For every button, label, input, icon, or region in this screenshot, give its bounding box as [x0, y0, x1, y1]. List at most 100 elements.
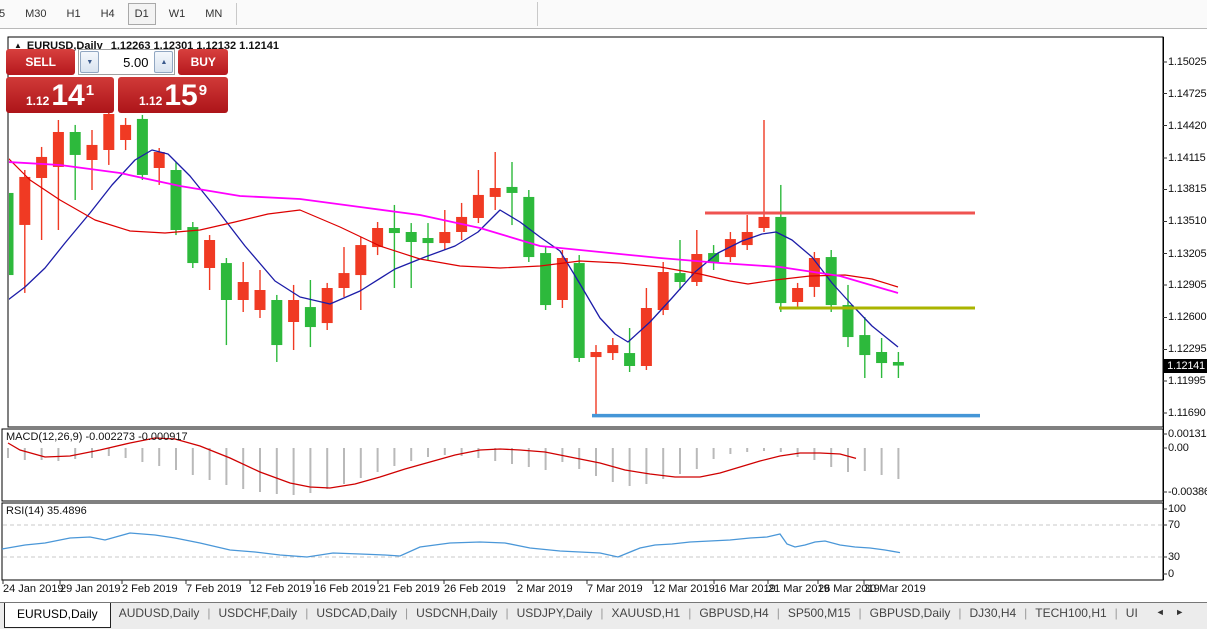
ask-price-button[interactable]: 1.12 15 9: [118, 77, 228, 113]
tab-separator: |: [776, 606, 780, 620]
tab-ui[interactable]: UI: [1125, 606, 1138, 620]
candle-body: [405, 232, 417, 242]
tab-separator: |: [600, 606, 604, 620]
candle-body: [489, 188, 501, 197]
candle-body: [271, 300, 283, 346]
tab-tech100-h1[interactable]: TECH100,H1: [1035, 606, 1107, 620]
candle-body: [321, 288, 333, 324]
candle-body: [640, 308, 652, 366]
candle-body: [237, 282, 249, 300]
candle-body: [187, 227, 199, 264]
candle-body: [506, 186, 518, 193]
candle-body: [540, 253, 552, 306]
tab-eurusd-daily[interactable]: EURUSD,Daily: [4, 603, 111, 628]
sell-button[interactable]: SELL: [6, 49, 76, 75]
candle-body: [204, 240, 216, 268]
candle-body: [624, 353, 636, 366]
tab-usdjpy-daily[interactable]: USDJPY,Daily: [516, 606, 593, 620]
candle-body: [842, 305, 854, 338]
bid-pip-digit: 1: [85, 82, 95, 99]
timeframe-button-mn[interactable]: MN: [205, 8, 223, 20]
candle-body: [388, 228, 400, 234]
candle-body: [372, 228, 384, 248]
candle-body: [607, 345, 619, 354]
toolbar-divider: [537, 2, 538, 26]
candle-body: [556, 258, 568, 300]
one-click-trading-panel: SELL ▼ 5.00 ▲ BUY 1.12 14 1 1.12 15 9: [6, 49, 228, 113]
rsi-layer: [1, 524, 1162, 558]
tab-gbpusd-h4[interactable]: GBPUSD,H4: [699, 606, 769, 620]
tab-usdcnh-daily[interactable]: USDCNH,Daily: [416, 606, 498, 620]
tab-separator: |: [958, 606, 962, 620]
tab-scroll-arrows-icon[interactable]: ◄ ►: [1155, 607, 1189, 617]
candle-body: [472, 194, 484, 218]
candle-body: [170, 170, 182, 230]
timeframe-button-w1[interactable]: W1: [168, 8, 186, 20]
timeframe-button-h1[interactable]: H1: [66, 8, 81, 20]
tab-dj30-h4[interactable]: DJ30,H4: [969, 606, 1017, 620]
timeframe-button-d1[interactable]: D1: [127, 3, 156, 25]
ma-line-fast-blue: [9, 149, 899, 348]
tab-separator: |: [1024, 606, 1028, 620]
macd-signal-line: [7, 437, 857, 489]
candle-body: [338, 273, 350, 288]
volume-increase-icon[interactable]: ▲: [154, 51, 174, 73]
candle-body: [792, 288, 804, 302]
tab-separator: |: [405, 606, 409, 620]
macd-layer: [7, 437, 900, 496]
candle-body: [86, 144, 98, 160]
tab-separator: |: [1114, 606, 1118, 620]
tab-separator: |: [858, 606, 862, 620]
candle-body: [775, 216, 787, 304]
macd-panel: [1, 428, 1164, 502]
symbol-tab-bar: EURUSD,Daily AUDUSD,Daily | USDCHF,Daily | US…: [0, 602, 1207, 629]
candle-body: [674, 273, 686, 282]
candle-body: [69, 132, 81, 155]
timeframe-toolbar: 5 M30 H1 H4 D1 W1 MN: [0, 0, 1207, 29]
candle-body: [254, 290, 266, 310]
candle-body: [120, 124, 132, 140]
tab-separator: |: [688, 606, 692, 620]
tab-sp500-m15[interactable]: SP500,M15: [787, 606, 851, 620]
tab-audusd-daily[interactable]: AUDUSD,Daily: [118, 606, 200, 620]
bid-big-digits: 14: [51, 79, 85, 112]
tab-gbpusd-daily[interactable]: GBPUSD,Daily: [869, 606, 951, 620]
buy-button[interactable]: BUY: [178, 49, 228, 75]
bid-price-button[interactable]: 1.12 14 1: [6, 77, 114, 113]
tab-usdcad-daily[interactable]: USDCAD,Daily: [316, 606, 397, 620]
ask-prefix: 1.12: [138, 94, 163, 108]
candle-body: [859, 335, 871, 356]
timeframe-button-m30[interactable]: M30: [25, 8, 47, 20]
candle-body: [220, 263, 232, 300]
candle-body: [892, 362, 904, 366]
ma-line-slow-magenta: [9, 161, 899, 294]
volume-stepper: ▼ 5.00 ▲: [78, 49, 176, 75]
volume-decrease-icon[interactable]: ▼: [80, 51, 100, 73]
ask-big-digits: 15: [164, 79, 198, 112]
tab-xauusd-h1[interactable]: XAUUSD,H1: [611, 606, 681, 620]
candle-body: [355, 245, 367, 276]
candle-body: [103, 114, 115, 150]
candle-body: [304, 307, 316, 328]
candles-layer: [9, 108, 980, 418]
bid-prefix: 1.12: [25, 94, 50, 108]
candle-body: [136, 118, 148, 175]
candle-body: [9, 192, 14, 276]
candle-body: [691, 254, 703, 282]
candle-body: [573, 263, 585, 358]
candle-body: [153, 152, 165, 168]
candle-body: [523, 196, 535, 258]
candle-body: [422, 238, 434, 244]
timeframe-button-h4[interactable]: H4: [100, 8, 115, 20]
volume-input[interactable]: 5.00: [123, 54, 149, 70]
toolbar-separator: [236, 3, 238, 25]
candle-body: [724, 239, 736, 258]
rsi-panel: [1, 502, 1164, 581]
collapse-triangle-icon[interactable]: ▲: [14, 41, 22, 50]
candle-body: [36, 156, 48, 178]
ask-pip-digit: 9: [198, 82, 208, 99]
timeframe-button-5[interactable]: 5: [0, 8, 6, 20]
tab-usdchf-daily[interactable]: USDCHF,Daily: [218, 606, 298, 620]
candle-body: [590, 352, 602, 358]
